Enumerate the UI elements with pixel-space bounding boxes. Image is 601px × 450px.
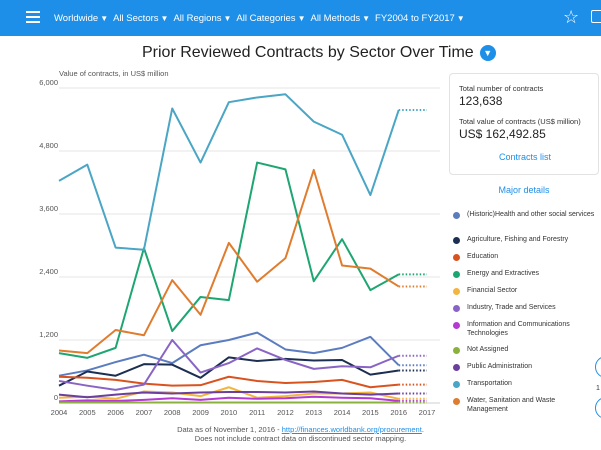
x-tick-label: 2007: [136, 408, 153, 417]
legend-dot-icon: [453, 398, 460, 405]
legend-label: Transportation: [467, 380, 512, 387]
zoom-level-text: 1: [596, 385, 600, 392]
chevron-down-icon: ▼: [297, 13, 306, 23]
x-tick-label: 2005: [79, 408, 96, 417]
legend-item[interactable]: Financial Sector: [453, 286, 595, 295]
legend-item[interactable]: Not Assigned: [453, 345, 595, 354]
legend-dot-icon: [453, 271, 460, 278]
y-tick-label: 0: [54, 393, 58, 402]
footnote-line-2: Does not include contract data on discon…: [194, 434, 407, 443]
summary-panel: Total number of contracts 123,638 Total …: [449, 73, 599, 175]
series-line: [58, 161, 400, 359]
total-value-label: Total value of contracts (US$ million): [459, 117, 581, 126]
contracts-list-link[interactable]: Contracts list: [498, 152, 551, 162]
series-line: [58, 390, 399, 399]
legend-dot-icon: [453, 254, 460, 261]
footnote: Data as of November 1, 2016 - http://fin…: [0, 425, 601, 443]
x-tick-label: 2014: [334, 408, 351, 417]
filter-methods[interactable]: All Methods ▼: [310, 12, 371, 24]
total-value-value: US$ 162,492.85: [459, 127, 546, 141]
series-line: [58, 93, 400, 251]
chevron-down-icon: ▼: [160, 13, 169, 23]
legend-dot-icon: [453, 381, 460, 388]
x-tick-label: 2011: [249, 408, 265, 417]
legend-label: Water, Sanitation and Waste Management: [467, 397, 556, 413]
filter-sector[interactable]: All Sectors ▼: [113, 12, 169, 24]
x-tick-label: 2017: [419, 408, 436, 417]
filter-regions[interactable]: All Regions ▼: [173, 12, 232, 24]
x-tick-label: 2008: [164, 408, 181, 417]
series-line: [58, 331, 400, 377]
x-tick-label: 2004: [51, 408, 68, 417]
x-tick-label: 2006: [107, 408, 124, 417]
y-axis-title: Value of contracts, in US$ million: [59, 69, 169, 78]
procurement-link[interactable]: http://finances.worldbank.org/procuremen…: [281, 425, 422, 434]
legend-label: Financial Sector: [467, 287, 518, 294]
legend-label: Industry, Trade and Services: [467, 304, 556, 311]
total-contracts-label: Total number of contracts: [459, 84, 544, 93]
legend-item[interactable]: Transportation: [453, 379, 595, 388]
legend-label: Information and Communications Technolog…: [467, 321, 570, 337]
chart-title: Prior Reviewed Contracts by Sector Over …: [142, 44, 496, 62]
y-tick-label: 2,400: [39, 267, 58, 276]
y-tick-label: 1,200: [39, 330, 58, 339]
filter-categories[interactable]: All Categories ▼: [236, 12, 306, 24]
x-tick-label: 2016: [390, 408, 407, 417]
chevron-down-icon: ▼: [456, 13, 465, 23]
legend-item[interactable]: Information and Communications Technolog…: [453, 320, 595, 338]
legend-item[interactable]: Water, Sanitation and Waste Management: [453, 396, 595, 414]
title-chevron-icon[interactable]: ▼: [479, 45, 496, 61]
filter-years[interactable]: FY2004 to FY2017 ▼: [375, 12, 465, 24]
legend-label: Education: [467, 253, 499, 260]
series-line: [58, 375, 399, 389]
y-tick-label: 4,800: [39, 141, 58, 150]
x-tick-label: 2015: [362, 408, 379, 417]
y-tick-label: 3,600: [39, 204, 58, 213]
legend-item[interactable]: Agriculture, Fishing and Forestry: [453, 235, 595, 244]
legend-label: Agriculture, Fishing and Forestry: [467, 236, 569, 243]
x-tick-label: 2012: [277, 408, 294, 417]
legend-item[interactable]: Energy and Extractives: [453, 269, 595, 278]
legend-label: (Historic)Health and other social servic…: [467, 211, 595, 218]
legend-dot-icon: [453, 322, 460, 329]
hamburger-menu-icon[interactable]: [26, 11, 40, 24]
total-contracts-value: 123,638: [459, 94, 503, 108]
legend-item[interactable]: Industry, Trade and Services: [453, 303, 595, 312]
x-tick-label: 2009: [192, 408, 209, 417]
legend-item[interactable]: (Historic)Health and other social servic…: [453, 210, 595, 219]
series-line: [58, 168, 400, 355]
chevron-down-icon: ▼: [362, 13, 371, 23]
legend-dot-icon: [453, 212, 460, 219]
legend-dot-icon: [453, 237, 460, 244]
top-navigation-bar: Worldwide ▼ All Sectors ▼ All Regions ▼ All…: [0, 0, 601, 36]
major-details-link[interactable]: Major details: [498, 185, 550, 195]
legend-label: Energy and Extractives: [467, 270, 539, 277]
legend-dot-icon: [453, 288, 460, 295]
chevron-down-icon: ▼: [223, 13, 232, 23]
legend-dot-icon: [453, 305, 460, 312]
share-icon[interactable]: [591, 10, 601, 23]
legend-label: Public Administration: [467, 363, 532, 370]
filter-region[interactable]: Worldwide ▼: [54, 12, 109, 24]
legend-item[interactable]: Public Administration: [453, 362, 595, 371]
legend-item[interactable]: Education: [453, 252, 595, 261]
x-tick-label: 2010: [221, 408, 238, 417]
legend-dot-icon: [453, 364, 460, 371]
legend-label: Not Assigned: [467, 346, 509, 353]
filter-bar: Worldwide ▼ All Sectors ▼ All Regions ▼ All…: [54, 0, 470, 36]
footnote-line-1: Data as of November 1, 2016 - http://fin…: [177, 425, 424, 434]
x-tick-label: 2013: [305, 408, 322, 417]
y-tick-label: 6,000: [39, 78, 58, 87]
legend-dot-icon: [453, 347, 460, 354]
chevron-down-icon: ▼: [100, 13, 109, 23]
star-icon[interactable]: ☆: [563, 7, 580, 27]
